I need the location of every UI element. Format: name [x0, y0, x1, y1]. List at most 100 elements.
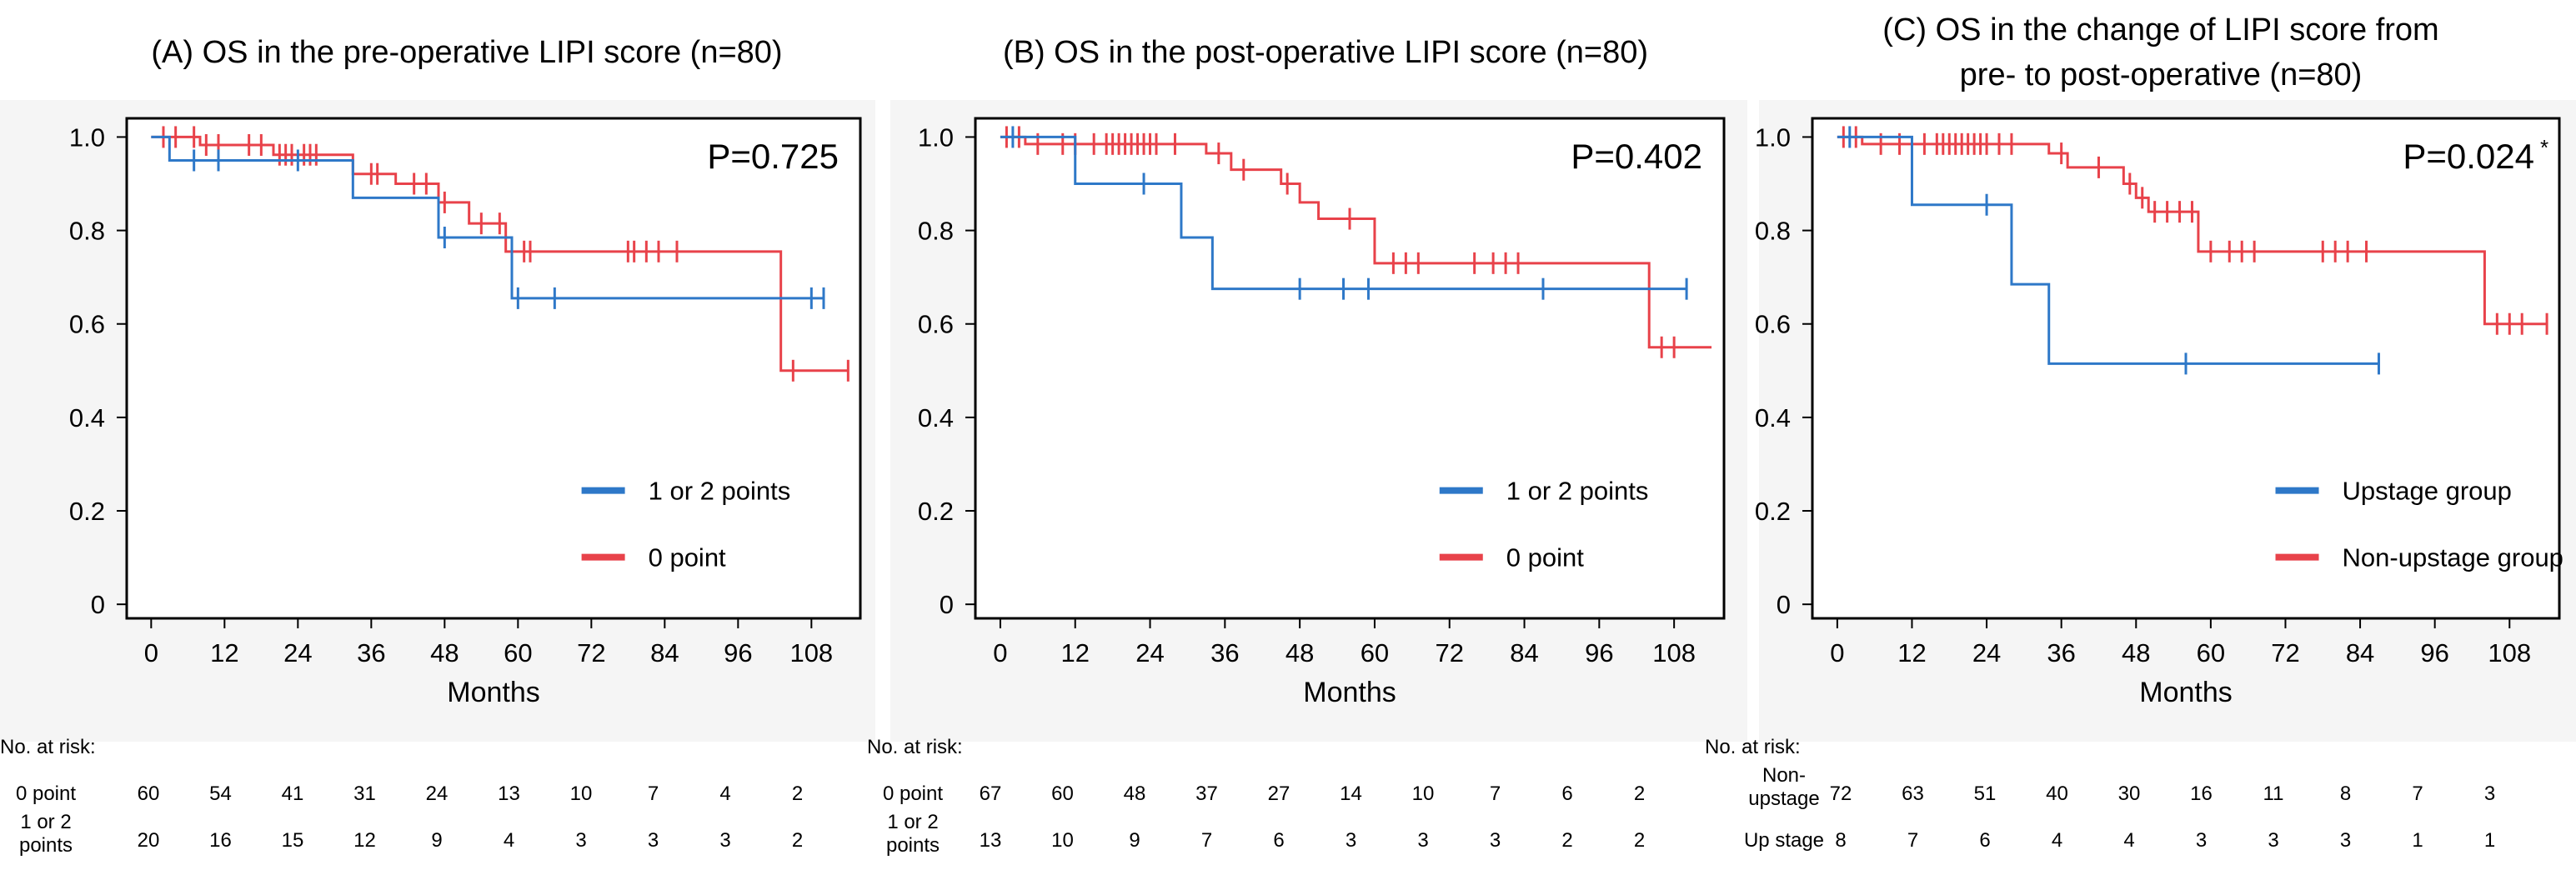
risk-row-label: 0 point: [16, 782, 76, 805]
x-tick-label: 72: [577, 638, 605, 668]
risk-row-label: Non-: [1762, 764, 1806, 787]
x-axis-label: Months: [2139, 677, 2233, 708]
x-tick-label: 48: [430, 638, 459, 668]
chart-title: pre- to post-operative (n=80): [1960, 58, 2363, 92]
risk-value: 2: [1634, 829, 1645, 852]
y-tick-label: 0: [91, 590, 105, 619]
risk-value: 20: [138, 829, 160, 852]
risk-row-label: 1 or 2: [20, 811, 71, 833]
p-value: P=0.024: [2403, 137, 2534, 176]
x-tick-label: 48: [1285, 638, 1314, 668]
risk-value: 72: [1830, 782, 1852, 805]
risk-value: 30: [2118, 782, 2141, 805]
x-axis-label: Months: [447, 677, 540, 708]
risk-value: 10: [1051, 829, 1074, 852]
km-panel-1: (A) OS in the pre-operative LIPI score (…: [0, 35, 875, 857]
risk-value: 3: [2484, 782, 2495, 805]
risk-value: 4: [2123, 829, 2134, 852]
risk-value: 3: [575, 829, 586, 852]
x-tick-label: 96: [724, 638, 752, 668]
chart-title: (A) OS in the pre-operative LIPI score (…: [151, 35, 782, 70]
risk-value: 37: [1195, 782, 1218, 805]
x-tick-label: 84: [650, 638, 679, 668]
y-tick-label: 0.8: [69, 217, 105, 246]
risk-value: 16: [2190, 782, 2213, 805]
risk-value: 27: [1268, 782, 1291, 805]
x-tick-label: 12: [1060, 638, 1089, 668]
risk-value: 8: [2340, 782, 2351, 805]
risk-value: 3: [1417, 829, 1428, 852]
risk-value: 9: [1129, 829, 1140, 852]
chart-title: (C) OS in the change of LIPI score from: [1882, 12, 2438, 48]
y-tick-label: 0.8: [1755, 217, 1791, 246]
risk-row-label: Up stage: [1744, 829, 1824, 852]
risk-value: 8: [1835, 829, 1846, 852]
x-tick-label: 60: [504, 638, 532, 668]
risk-value: 60: [1051, 782, 1074, 805]
x-tick-label: 108: [1652, 638, 1696, 668]
risk-value: 54: [209, 782, 232, 805]
risk-value: 3: [2196, 829, 2207, 852]
risk-value: 40: [2046, 782, 2068, 805]
legend-label: Non-upstage group: [2343, 543, 2563, 572]
y-tick-label: 0.4: [69, 403, 105, 432]
x-tick-label: 24: [283, 638, 312, 668]
x-tick-label: 96: [2420, 638, 2448, 668]
plot-frame: [974, 117, 1726, 620]
risk-value: 1: [2484, 829, 2495, 852]
legend-label: 0 point: [649, 543, 726, 572]
risk-value: 3: [719, 829, 730, 852]
risk-value: 2: [1561, 829, 1572, 852]
x-tick-label: 60: [2197, 638, 2225, 668]
risk-table-header: No. at risk:: [0, 736, 96, 758]
risk-value: 10: [570, 782, 593, 805]
risk-value: 4: [2052, 829, 2062, 852]
y-tick-label: 0: [940, 590, 954, 619]
y-tick-label: 0.4: [918, 403, 954, 432]
risk-value: 48: [1124, 782, 1146, 805]
survival-curve-blue: [1000, 135, 1687, 291]
risk-value: 7: [1907, 829, 1918, 852]
risk-value: 12: [353, 829, 376, 852]
risk-value: 60: [138, 782, 160, 805]
risk-row-label: upstage: [1748, 788, 1819, 810]
risk-value: 24: [426, 782, 449, 805]
p-value: P=0.402: [1571, 137, 1702, 176]
p-value: P=0.725: [707, 137, 839, 176]
risk-value: 11: [2263, 782, 2284, 805]
risk-table-header: No. at risk:: [867, 736, 963, 758]
risk-value: 3: [1490, 829, 1501, 852]
x-tick-label: 36: [357, 638, 385, 668]
risk-value: 7: [1201, 829, 1212, 852]
legend-label: Upstage group: [2343, 477, 2512, 506]
risk-row-label: 1 or 2: [887, 811, 938, 833]
risk-value: 7: [1490, 782, 1501, 805]
risk-value: 41: [282, 782, 304, 805]
plot-frame: [125, 117, 862, 620]
risk-value: 31: [353, 782, 376, 805]
risk-value: 1: [2412, 829, 2423, 852]
x-tick-label: 12: [1897, 638, 1926, 668]
risk-value: 3: [2340, 829, 2351, 852]
p-value-significance-mark: *: [2540, 135, 2548, 160]
y-tick-label: 0.8: [918, 217, 954, 246]
x-tick-label: 84: [2346, 638, 2374, 668]
risk-value: 2: [792, 782, 803, 805]
x-tick-label: 24: [1972, 638, 2001, 668]
chart-title: (B) OS in the post-operative LIPI score …: [1003, 35, 1648, 70]
risk-value: 9: [431, 829, 442, 852]
y-tick-label: 0.4: [1755, 403, 1791, 432]
risk-value: 2: [1634, 782, 1645, 805]
risk-row-label: 0 point: [883, 782, 943, 805]
x-tick-label: 72: [1435, 638, 1463, 668]
y-tick-label: 0.6: [1755, 310, 1791, 339]
x-tick-label: 0: [993, 638, 1007, 668]
y-tick-label: 0.2: [1755, 497, 1791, 526]
risk-value: 13: [498, 782, 520, 805]
risk-value: 13: [980, 829, 1002, 852]
risk-value: 3: [2268, 829, 2278, 852]
y-tick-label: 0.6: [918, 310, 954, 339]
risk-value: 16: [209, 829, 232, 852]
x-tick-label: 48: [2122, 638, 2150, 668]
